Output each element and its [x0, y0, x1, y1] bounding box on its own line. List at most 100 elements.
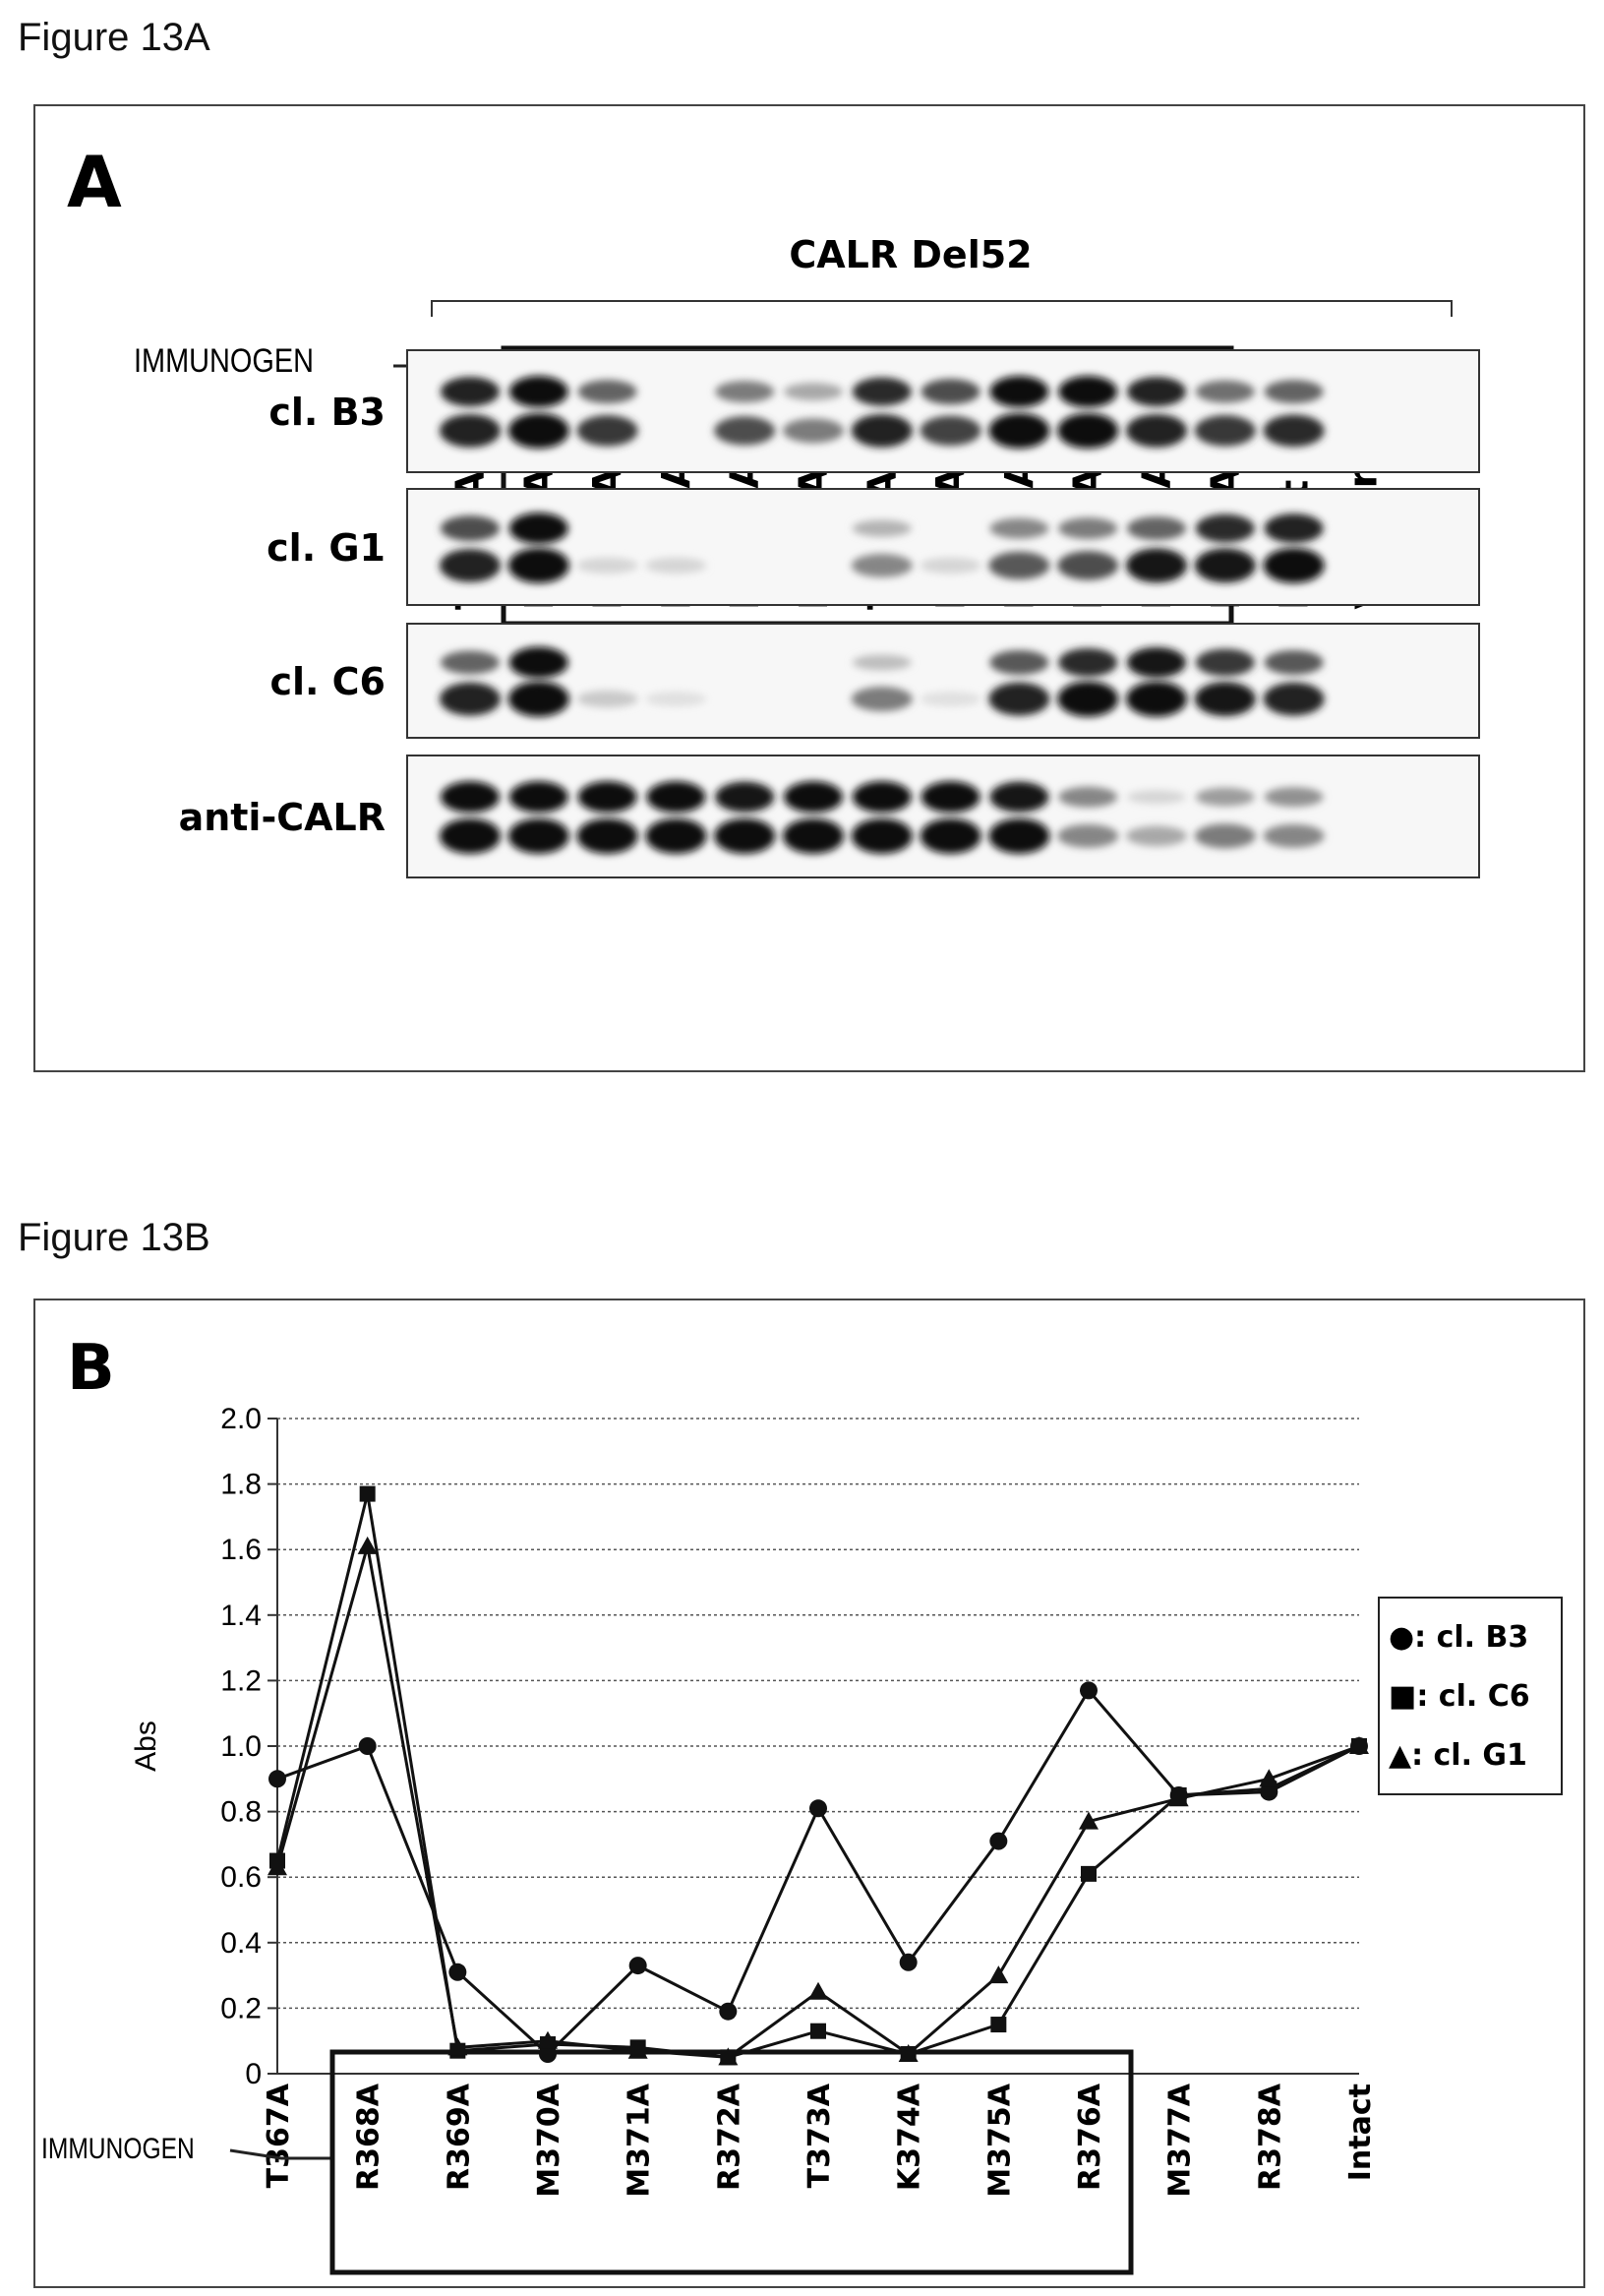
legend-entry: ▲: cl. G1 [1389, 1738, 1527, 1773]
band-lower [1057, 412, 1119, 449]
band-upper [577, 781, 637, 814]
panel-b-svg: B 0 0.2 0.4 0.6 0.8 1.0 1.2 1.4 1.6 1.8 2.0 Abs T367… [41, 1332, 1563, 2275]
x-tick-label: T367A [262, 2083, 296, 2188]
band-lower [1057, 551, 1119, 580]
legend-box [1378, 1597, 1563, 1795]
band-upper [1058, 647, 1118, 677]
point-triangle [808, 1981, 828, 2000]
band-lower [507, 547, 569, 583]
band-upper [508, 376, 568, 408]
band-upper [1127, 377, 1186, 407]
point-circle [809, 1799, 827, 1818]
band-upper [921, 781, 980, 814]
y-tick-label: 0 [245, 2058, 262, 2090]
band-lower [440, 682, 501, 716]
band-lower [645, 692, 707, 707]
figure-13b-caption: Figure 13B [18, 1216, 210, 1259]
blot-label: cl. C6 [269, 660, 386, 703]
x-tick-label: K374A [893, 2083, 927, 2191]
blot-2: cl. C6 [269, 623, 1480, 739]
y-tick-label: 1.8 [220, 1469, 262, 1501]
point-triangle [1349, 1736, 1369, 1754]
point-triangle [1259, 1769, 1279, 1787]
blot-label: cl. G1 [267, 526, 386, 570]
y-tick-label: 0.8 [220, 1796, 262, 1829]
band-lower [1263, 414, 1325, 448]
point-circle [448, 1963, 467, 1981]
x-tick-label: M377A [1163, 2083, 1198, 2197]
point-circle [358, 1737, 377, 1755]
band-lower [783, 817, 844, 854]
band-upper [1058, 786, 1118, 808]
x-tick-label: R369A [442, 2083, 476, 2191]
band-upper [1127, 646, 1186, 678]
y-tick-label: 1.0 [220, 1730, 262, 1763]
band-lower [645, 817, 707, 854]
blot-frame [406, 488, 1480, 606]
band-lower [1194, 548, 1256, 583]
blot-3: anti-CALR [179, 755, 1480, 878]
band-upper [1264, 649, 1324, 675]
band-upper [1058, 517, 1118, 540]
y-tick-label: 1.6 [220, 1534, 262, 1566]
band-upper [852, 519, 912, 537]
blot-1: cl. G1 [267, 488, 1480, 606]
legend-entry: ●: cl. B3 [1389, 1620, 1528, 1655]
band-lower [1057, 681, 1119, 717]
x-tick-label: R368A [352, 2083, 386, 2191]
blot-label: cl. B3 [268, 391, 386, 434]
blots: cl. B3 cl. G1 cl. C6 anti-CALR [179, 349, 1480, 878]
band-upper [1195, 380, 1255, 403]
band-upper [989, 376, 1049, 408]
immunogen-box-b [329, 2049, 1134, 2275]
point-circle [899, 1953, 918, 1971]
immunogen-label-b: IMMUNOGEN [41, 2132, 195, 2165]
band-lower [783, 418, 844, 444]
x-tick-label: R376A [1073, 2083, 1107, 2191]
band-lower [851, 553, 913, 577]
band-upper [1058, 376, 1118, 408]
point-square [359, 1485, 376, 1502]
band-upper [1127, 790, 1186, 805]
calr-del52-label: CALR Del52 [789, 233, 1032, 276]
band-upper [646, 781, 706, 814]
band-upper [989, 649, 1049, 675]
band-lower [988, 412, 1050, 449]
band-lower [440, 413, 501, 448]
band-upper [989, 781, 1049, 813]
band-lower [1126, 548, 1187, 583]
point-triangle [1168, 1788, 1189, 1807]
panel-b-letter: B [67, 1332, 115, 1405]
legend-entry: ■: cl. C6 [1389, 1679, 1530, 1714]
x-tick-label: M370A [532, 2083, 566, 2197]
panel-b: B 0 0.2 0.4 0.6 0.8 1.0 1.2 1.4 1.6 1.8 2.0 Abs T367… [33, 1299, 1585, 2288]
point-circle [719, 2002, 738, 2021]
immunogen-label-a: IMMUNOGEN [134, 341, 314, 380]
y-tick-label: 0.4 [220, 1927, 262, 1960]
point-triangle [718, 2047, 739, 2066]
band-upper [852, 654, 912, 671]
x-tick-label: R378A [1253, 2083, 1287, 2191]
band-lower [1194, 682, 1256, 717]
band-upper [784, 781, 843, 814]
figure-13a-caption: Figure 13A [18, 16, 210, 59]
band-upper [508, 781, 568, 814]
x-tick-label: Intact [1343, 2084, 1378, 2181]
band-lower [920, 557, 981, 574]
blot-frame [406, 623, 1480, 739]
band-lower [988, 551, 1050, 580]
band-lower [1126, 825, 1187, 847]
x-tick-label: M371A [623, 2083, 657, 2197]
band-lower [988, 817, 1050, 854]
band-upper [921, 379, 980, 405]
band-lower [440, 817, 501, 854]
y-axis-label: Abs [130, 1721, 162, 1772]
blot-frame [406, 755, 1480, 878]
band-lower [1263, 547, 1325, 583]
band-upper [1195, 514, 1255, 543]
point-triangle [538, 2030, 558, 2049]
band-upper [441, 781, 500, 814]
band-upper [441, 650, 500, 675]
band-upper [577, 380, 637, 404]
y-tick-label: 1.4 [220, 1600, 262, 1632]
